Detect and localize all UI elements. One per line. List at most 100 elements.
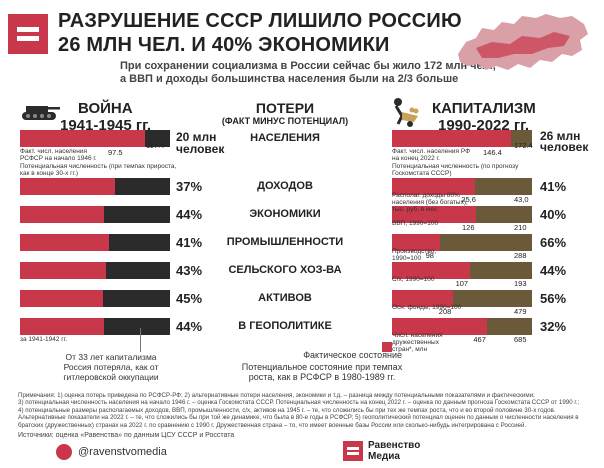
war-bar: [20, 234, 170, 251]
war-loss-label: 37%: [176, 179, 203, 194]
note-line-5: братских (дружественных) странах на 2022…: [18, 421, 527, 429]
losses-subheader: (ФАКТ МИНУС ПОТЕНЦИАЛ): [221, 116, 349, 126]
cap-detail-potential-value: 210: [514, 223, 527, 232]
cap-loss-label: 40%: [540, 207, 567, 222]
war-bar: [20, 178, 170, 195]
category-label: СЕЛЬСКОГО ХОЗ-ВА: [228, 264, 342, 276]
ravenstvo-logo: [8, 14, 48, 54]
war-bar: [20, 262, 170, 279]
war-bar-loss: [114, 178, 170, 195]
cap-bar-loss: [439, 234, 532, 251]
category-label: ПРОМЫШЛЕННОСТИ: [226, 236, 344, 248]
war-fact-pop-value: 97.5: [108, 148, 123, 157]
cap-loss-label: 26 млн человек: [540, 129, 589, 154]
cap-bar: [392, 206, 532, 223]
cap-bar-fact: [392, 178, 476, 195]
cap-detail-fact-value: 208: [438, 307, 452, 316]
cap-bar: [392, 262, 532, 279]
brand-line1: Равенство: [368, 440, 421, 451]
cap-potential-pop-value: 172.4: [514, 141, 533, 150]
note-line-2: 3) потенциальная численность населения н…: [18, 399, 580, 407]
war-loss-label: 20 млн человек: [176, 130, 225, 156]
subtitle-line2: а ВВП и доходы большинства населения был…: [120, 73, 459, 85]
category-label: В ГЕОПОЛИТИКЕ: [238, 320, 332, 332]
cap-detail-label: С/х, 1990=100: [392, 276, 435, 283]
legend-fact-label: Фактическое состояние: [303, 350, 402, 360]
war-bar-loss: [104, 318, 170, 335]
cap-bar-fact: [392, 318, 488, 335]
brand-line2: Медиа: [368, 451, 400, 462]
cap-bar: [392, 290, 532, 307]
war-geopolitics-note: за 1941-1942 гг.: [20, 336, 68, 343]
cap-detail-fact-value: 98: [425, 251, 434, 260]
cap-bar: [392, 234, 532, 251]
war-bar-loss: [104, 206, 170, 223]
cap-bar-fact: [392, 206, 476, 223]
page-title-line1: РАЗРУШЕНИЕ СССР ЛИШИЛО РОССИЮ: [58, 10, 462, 32]
cap-bar: [392, 178, 532, 195]
cap-detail-label: ВВП, 1990=100: [392, 220, 439, 227]
war-loss-label: 45%: [176, 291, 203, 306]
cap-bar: [392, 130, 532, 147]
war-bar-fact: [20, 234, 109, 251]
war-potential-pop-label: Потенциальная численность (при темпах пр…: [20, 163, 177, 177]
social-handle[interactable]: @ravenstvomedia: [78, 446, 167, 458]
cap-bar-loss: [476, 206, 532, 223]
social-icon: [56, 444, 72, 460]
cap-detail-label: Располаг. доходы 80% населения (без бога…: [392, 192, 468, 213]
war-loss-label: 44%: [176, 319, 203, 334]
cap-loss-label: 41%: [540, 179, 567, 194]
left-era-years: 1941-1945 гг.: [60, 117, 152, 134]
notes: Примечания: 1) оценка потерь приведена п…: [18, 392, 590, 429]
war-fact-pop-label: Факт. числ. населения РСФСР на начало 19…: [20, 148, 97, 162]
brand-name: Равенство Медиа: [368, 440, 420, 462]
war-bar-fact: [20, 206, 104, 223]
war-bar: [20, 206, 170, 223]
left-note: От 33 лет капитализма Россия потеряла, к…: [63, 352, 159, 382]
cap-loss-label: 66%: [540, 235, 567, 250]
cap-loss-label: 44%: [540, 263, 567, 278]
cap-bar-loss: [510, 130, 532, 147]
war-bar: [20, 290, 170, 307]
war-loss-label: 43%: [176, 263, 203, 278]
legend-potential-label: Потенциальное состояние при темпах роста…: [241, 362, 403, 382]
cap-detail-fact-value: 467: [473, 335, 486, 344]
russia-map-icon: [458, 14, 588, 70]
cap-bar-loss: [487, 318, 532, 335]
category-label: НАСЕЛЕНИЯ: [250, 132, 320, 144]
left-note-pointer: [140, 328, 141, 352]
cap-detail-fact-value: 25,6: [461, 195, 476, 204]
cap-potential-pop-label: Потенциальная численность (по прогнозу Г…: [392, 163, 519, 177]
cap-detail-label: Осн. фонды, 1990=100: [392, 304, 462, 311]
war-bar-loss: [108, 234, 170, 251]
note-line-4: Альтернативные показатели на 2022 г. – т…: [18, 414, 579, 422]
brand-logo-icon: [343, 441, 363, 461]
cap-detail-potential-value: 479: [514, 307, 527, 316]
cap-bar-loss: [452, 290, 532, 307]
cap-bar-loss: [475, 178, 532, 195]
cap-fact-pop-value: 146.4: [483, 148, 502, 157]
category-label: ЭКОНОМИКИ: [249, 208, 321, 220]
war-bar-loss: [102, 290, 170, 307]
cap-bar-loss: [469, 262, 532, 279]
cap-bar-fact: [392, 262, 470, 279]
subtitle-line1: При сохранении социализма в России сейча…: [120, 60, 496, 72]
war-bar-fact: [20, 290, 103, 307]
legend-fact-swatch: [382, 342, 392, 352]
cap-detail-fact-value: 126: [462, 223, 475, 232]
war-bar-fact: [20, 178, 115, 195]
cap-detail-label: Числ. населения дружественных стран*, мл…: [392, 332, 443, 353]
war-bar-fact: [20, 130, 145, 147]
war-bar-fact: [20, 262, 106, 279]
cap-detail-potential-value: 288: [514, 251, 527, 260]
tank-icon: [22, 106, 60, 120]
cap-detail-fact-value: 107: [455, 279, 469, 288]
note-line-1: Примечания: 1) оценка потерь приведена п…: [18, 392, 535, 399]
cap-detail-potential-value: 685: [514, 335, 527, 344]
sources: Источники: оценка «Равенства» по данным …: [18, 432, 235, 439]
war-bar-loss: [144, 130, 170, 147]
right-era-title: КАПИТАЛИЗМ: [432, 100, 536, 117]
cap-bar: [392, 318, 532, 335]
war-potential-pop-value: 117.4: [146, 141, 165, 150]
cap-fact-pop-label: Факт. числ. населения РФ на конец 2022 г…: [392, 148, 471, 162]
